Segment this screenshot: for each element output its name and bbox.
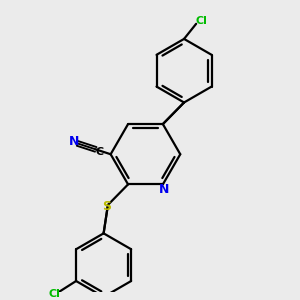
Text: Cl: Cl bbox=[196, 16, 208, 26]
Text: Cl: Cl bbox=[48, 289, 60, 299]
Text: N: N bbox=[159, 183, 170, 196]
Text: S: S bbox=[102, 200, 111, 213]
Text: N: N bbox=[69, 135, 79, 148]
Text: C: C bbox=[96, 146, 104, 157]
